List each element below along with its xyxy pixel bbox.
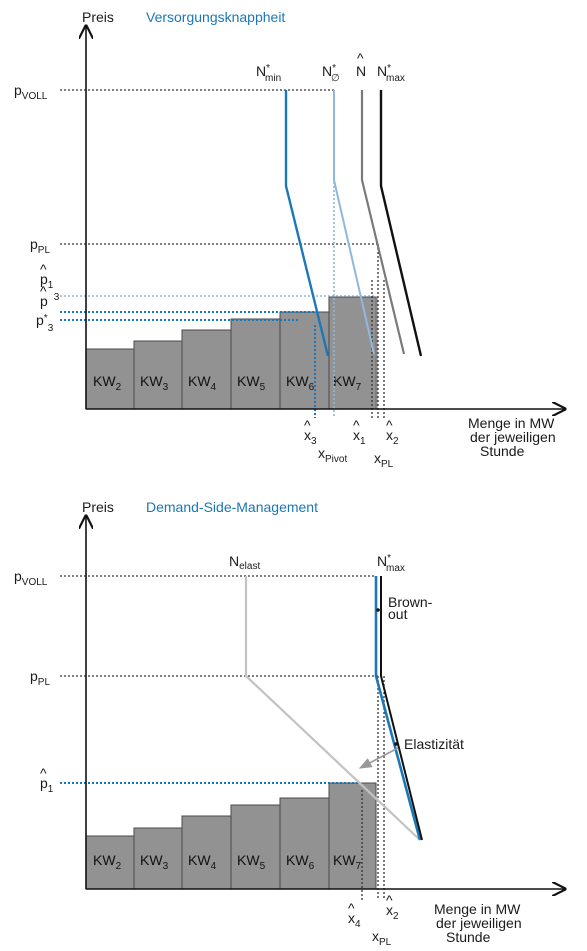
label-xpivot: xPivot — [318, 445, 347, 465]
label2-xpl: xPL — [372, 928, 392, 948]
label-n-min: N* min — [256, 63, 281, 84]
label-p1-hat: p1 — [40, 271, 54, 291]
hat-p3: ^ — [40, 283, 47, 299]
bar-label-kw6: KW6 — [286, 373, 315, 393]
label2-p1-hat: p1 — [40, 775, 54, 795]
bar2-kw7 — [328, 782, 377, 890]
label-n-avg: N* ∅ — [322, 63, 340, 84]
bar2-label-kw6: KW6 — [286, 852, 315, 872]
curve-n-hat — [360, 90, 406, 355]
elasticity-marker — [394, 742, 398, 746]
panel-demand-side-management: Preis Demand-Side-Management KW2 KW3 KW4… — [14, 499, 565, 948]
plant-labels-2: KW2 KW3 KW4 KW5 KW6 KW7 — [93, 852, 362, 872]
hat-x3: ^ — [304, 417, 311, 433]
label-x2: x2 — [386, 427, 399, 447]
x-axis-label2-line2: der jeweiligen — [436, 915, 522, 931]
brownout-line1: Brown- — [388, 594, 433, 610]
curve-n-max-2 — [380, 576, 423, 841]
brownout-marker — [376, 608, 380, 612]
label2-n-max: N* max — [377, 553, 405, 574]
label-xpl: xPL — [374, 450, 394, 470]
curve-dsm — [374, 576, 422, 841]
x-axis-label2-line3: Stunde — [446, 929, 491, 945]
panel-title: Versorgungsknappheit — [146, 9, 285, 25]
x-axis-label-line1: Menge in MW — [468, 415, 555, 431]
hat-x4: ^ — [348, 900, 355, 916]
bar-label-kw3: KW3 — [140, 373, 169, 393]
bar2-label-kw3: KW3 — [140, 852, 169, 872]
hat-n: ^ — [357, 50, 364, 66]
bar2-kw6 — [279, 797, 330, 890]
bar-kw3 — [133, 340, 183, 410]
bar-kw2 — [85, 348, 135, 410]
y-axis-label-2: Preis — [82, 499, 114, 515]
brownout-line2: out — [388, 606, 408, 622]
label-ppl: pPL — [30, 236, 50, 256]
label-n-elast: Nelast — [229, 553, 260, 572]
bar-label-kw5: KW5 — [237, 373, 266, 393]
label2-ppl: pPL — [30, 668, 50, 688]
x-axis-label-line3: Stunde — [480, 443, 525, 459]
x-axis-label-line2: der jeweiligen — [470, 429, 556, 445]
bar-kw7 — [328, 296, 377, 410]
y-axis-label: Preis — [82, 9, 114, 25]
bar2-kw5 — [230, 804, 281, 890]
bar-kw4 — [181, 329, 232, 410]
bar-kw5 — [230, 318, 281, 410]
label-p3-star: p*3 — [36, 312, 54, 334]
hat-p1: ^ — [40, 261, 47, 277]
bar2-label-kw2: KW2 — [93, 852, 122, 872]
curve-n-max — [379, 90, 423, 357]
bar2-kw3 — [133, 827, 183, 890]
label-x4: x4 — [348, 910, 361, 930]
label-pvoll: pVOLL — [14, 82, 48, 102]
curve-n-elast — [244, 576, 421, 841]
elasticity-arrow — [358, 747, 399, 769]
label-n-max: N* max — [377, 63, 405, 84]
x-axis-label2-line1: Menge in MW — [434, 901, 521, 917]
plant-bars — [85, 296, 377, 410]
curve-n-avg — [333, 90, 375, 355]
bar-label-kw7: KW7 — [333, 373, 362, 393]
elasticity-label: Elastizität — [404, 736, 464, 752]
hat-x1: ^ — [353, 417, 360, 433]
bar2-label-kw4: KW4 — [188, 852, 217, 872]
bar2-label-kw5: KW5 — [237, 852, 266, 872]
label-x1: x1 — [353, 427, 366, 447]
hat2-x2: ^ — [386, 892, 393, 908]
hat-x2: ^ — [386, 417, 393, 433]
hat2-p1: ^ — [40, 765, 47, 781]
label-n-hat: N — [356, 63, 366, 79]
label2-pvoll: pVOLL — [14, 568, 48, 588]
curve-n-min — [284, 90, 330, 357]
label-x3: x3 — [304, 427, 317, 447]
panel-versorgungsknappheit: Preis Versorgungsknappheit KW2 KW3 KW4 K… — [14, 9, 565, 470]
plant-bars-2 — [85, 782, 377, 890]
bar-label-kw2: KW2 — [93, 373, 122, 393]
label2-x2: x2 — [386, 902, 399, 922]
plant-labels: KW2 KW3 KW4 KW5 KW6 KW7 — [93, 373, 362, 393]
bar-label-kw4: KW4 — [188, 373, 217, 393]
bar2-label-kw7: KW7 — [333, 852, 362, 872]
panel-title-2: Demand-Side-Management — [146, 499, 318, 515]
